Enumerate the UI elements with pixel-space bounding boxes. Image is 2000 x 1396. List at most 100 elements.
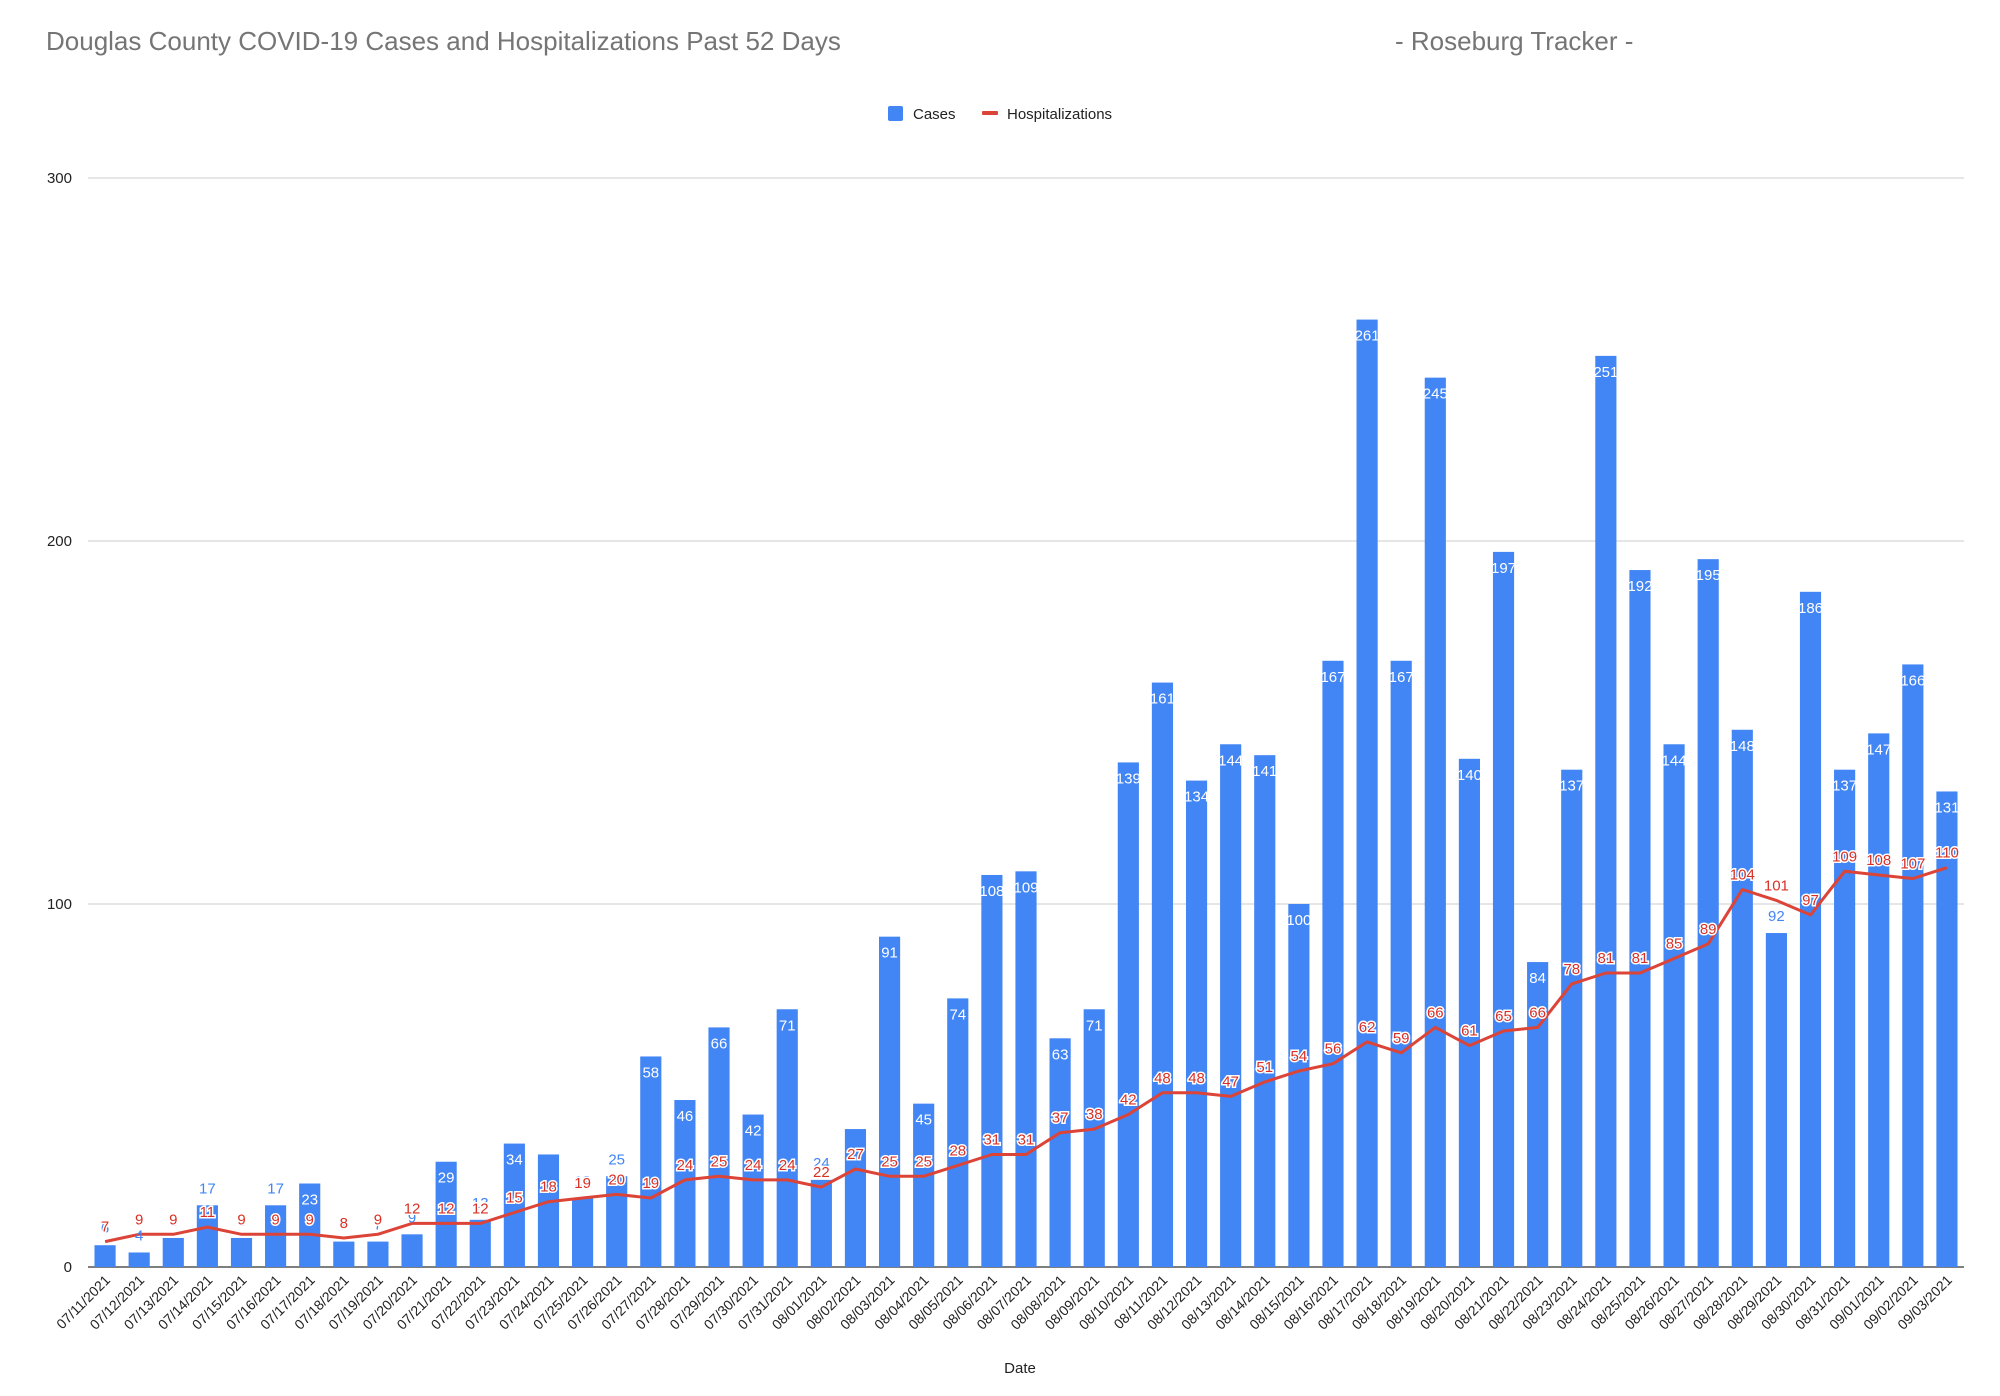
hospitalizations-data-label: 89: [1700, 921, 1717, 938]
cases-bar: [1765, 933, 1787, 1267]
cases-data-label: 139: [1116, 770, 1141, 787]
cases-data-label: 71: [1086, 1017, 1103, 1034]
hospitalizations-data-label: 12: [404, 1200, 421, 1217]
cases-bar: [1731, 729, 1753, 1267]
hospitalizations-data-label: 25: [711, 1153, 728, 1170]
hospitalizations-data-label: 18: [540, 1179, 557, 1196]
cases-data-label: 17: [267, 1180, 284, 1197]
cases-data-label: 261: [1355, 328, 1380, 345]
cases-data-label: 167: [1389, 669, 1414, 686]
cases-bar: [1424, 377, 1446, 1267]
cases-bar: [1117, 762, 1139, 1267]
hospitalizations-series-line: [104, 866, 1948, 1244]
hospitalizations-data-label: 31: [1018, 1131, 1035, 1148]
legend-cases-swatch: [888, 106, 903, 121]
cases-bar: [1220, 744, 1242, 1267]
cases-bar: [913, 1103, 935, 1267]
cases-bar: [503, 1143, 525, 1267]
hospitalizations-data-label: 59: [1393, 1030, 1410, 1047]
cases-data-label: 141: [1252, 763, 1277, 780]
cases-bar: [844, 1129, 867, 1267]
cases-data-label: 109: [1013, 879, 1038, 896]
hospitalizations-data-label: 81: [1632, 950, 1649, 967]
hospitalizations-data-label: 81: [1598, 950, 1615, 967]
hospitalizations-data-label: 107: [1900, 856, 1925, 873]
hospitalizations-data-label: 65: [1495, 1008, 1512, 1025]
cases-bar: [1595, 355, 1617, 1267]
cases-bar: [810, 1179, 832, 1267]
hospitalizations-data-label: 11: [200, 1204, 216, 1221]
cases-data-label: 84: [1529, 970, 1546, 987]
cases-bar: [708, 1027, 730, 1267]
cases-bar: [981, 874, 1003, 1267]
cases-bar: [1083, 1009, 1105, 1267]
cases-data-label: 144: [1218, 752, 1243, 769]
hospitalizations-data-label: 27: [847, 1146, 864, 1163]
cases-data-label: 108: [979, 883, 1004, 900]
cases-bar: [94, 1245, 116, 1267]
y-tick-label: 100: [47, 896, 72, 913]
cases-data-label: 23: [301, 1192, 318, 1209]
cases-bar: [1356, 319, 1378, 1267]
hospitalizations-data-label: 25: [915, 1153, 932, 1170]
cases-bar: [1697, 559, 1719, 1267]
hospitalizations-data-label: 22: [813, 1164, 830, 1181]
hospitalizations-data-label: 9: [169, 1211, 177, 1228]
cases-data-label: 34: [506, 1152, 523, 1169]
hospitalizations-line: [104, 866, 1948, 1244]
hospitalizations-data-label: 47: [1222, 1073, 1239, 1090]
cases-data-label: 144: [1662, 752, 1687, 769]
cases-data-label: 8: [169, 1213, 177, 1230]
hospitalizations-data-label: 66: [1427, 1004, 1444, 1021]
legend-cases-label: Cases: [913, 106, 956, 123]
cases-data-label: 4: [135, 1227, 143, 1244]
y-tick-label: 0: [64, 1259, 72, 1276]
cases-bar: [1492, 551, 1515, 1267]
hospitalizations-data-label: 108: [1866, 852, 1891, 869]
hospitalizations-data-label: 9: [271, 1211, 279, 1228]
cases-data-label: 134: [1184, 789, 1209, 806]
hospitalizations-data-label: 61: [1461, 1023, 1478, 1040]
hospitalizations-data-label: 12: [438, 1200, 455, 1217]
hospitalizations-data-label: 12: [472, 1200, 489, 1217]
cases-data-label: 192: [1627, 578, 1652, 595]
hospitalizations-data-label: 28: [949, 1142, 966, 1159]
cases-bar: [1322, 660, 1344, 1267]
cases-bar: [1868, 733, 1890, 1267]
cases-data-label: 137: [1832, 778, 1857, 795]
hospitalizations-data-label: 24: [779, 1157, 796, 1174]
hospitalizations-data-label: 56: [1325, 1041, 1342, 1058]
cases-bar: [1561, 769, 1583, 1267]
cases-bar: [1936, 791, 1958, 1267]
cases-bar: [742, 1114, 764, 1267]
cases-data-label: 58: [642, 1064, 659, 1081]
cases-bar: [537, 1154, 560, 1267]
cases-bar: [640, 1056, 662, 1267]
chart-title: Douglas County COVID-19 Cases and Hospit…: [46, 26, 841, 56]
y-tick-label: 300: [47, 170, 72, 187]
cases-data-label: 25: [608, 1151, 625, 1168]
cases-data-label: 63: [1052, 1046, 1069, 1063]
cases-bar: [1390, 660, 1412, 1267]
cases-bar: [435, 1161, 457, 1267]
hospitalizations-data-label: 97: [1802, 892, 1819, 909]
hospitalizations-data-label: 8: [340, 1215, 348, 1232]
hospitalizations-data-label: 104: [1730, 866, 1755, 883]
cases-data-label: 29: [438, 1170, 455, 1187]
hospitalizations-data-label: 85: [1666, 935, 1683, 952]
cases-bar: [401, 1234, 423, 1267]
cases-data-label: 7: [340, 1217, 348, 1234]
cases-bar: [1902, 664, 1924, 1267]
cases-bar: [1663, 744, 1685, 1267]
cases-data-label: 148: [1730, 738, 1755, 755]
cases-data-label: 19: [574, 1173, 591, 1190]
hospitalizations-data-label: 48: [1188, 1070, 1205, 1087]
cases-bar: [1629, 570, 1651, 1267]
cases-bar: [1185, 780, 1208, 1267]
hospitalizations-data-label: 9: [135, 1211, 143, 1228]
hospitalizations-data-label: 109: [1832, 848, 1857, 865]
cases-bar: [572, 1198, 594, 1267]
legend-hospitalizations-label: Hospitalizations: [1007, 106, 1112, 123]
